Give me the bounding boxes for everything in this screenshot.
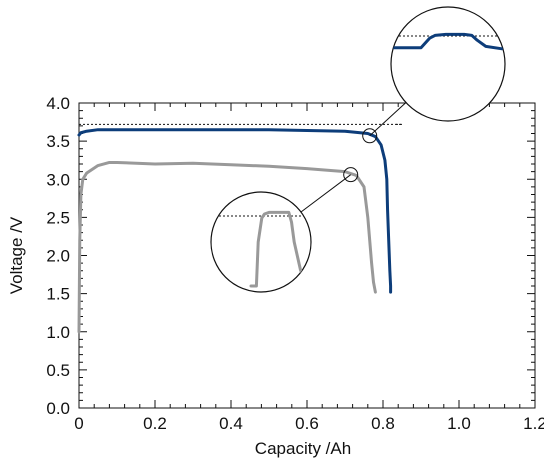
callout-leader-line (369, 102, 407, 137)
x-tick-label: 0.8 (371, 414, 395, 433)
x-tick-label: 1.0 (447, 414, 471, 433)
y-tick-label: 2.5 (46, 208, 70, 227)
callout-marker-circle (343, 167, 359, 183)
series-line (77, 128, 393, 294)
zoom-curve (392, 32, 504, 51)
y-tick-label: 3.0 (46, 170, 70, 189)
zoom-inset-content (211, 210, 311, 288)
x-tick-label: 0 (74, 414, 83, 433)
zoom-inset-circle (210, 191, 312, 293)
callout-leader-line (300, 174, 352, 213)
zoom-inset-content (391, 32, 505, 51)
x-axis-title: Capacity /Ah (255, 439, 351, 458)
y-axis-title: Voltage /V (7, 216, 26, 294)
x-tick-label: 0.2 (143, 414, 167, 433)
series-line (77, 160, 377, 334)
y-tick-label: 3.5 (46, 132, 70, 151)
y-tick-label: 0.0 (46, 399, 70, 418)
callout-marker-circle (362, 128, 378, 144)
x-tick-label: 1.2 (523, 414, 544, 433)
x-tick-label: 0.4 (219, 414, 243, 433)
y-tick-label: 4.0 (46, 94, 70, 113)
y-tick-label: 1.5 (46, 285, 70, 304)
y-tick-label: 1.0 (46, 323, 70, 342)
y-tick-label: 0.5 (46, 361, 70, 380)
y-tick-label: 2.0 (46, 247, 70, 266)
x-tick-label: 0.6 (295, 414, 319, 433)
zoom-curve (249, 210, 311, 288)
zoom-inset-circle (390, 6, 506, 122)
